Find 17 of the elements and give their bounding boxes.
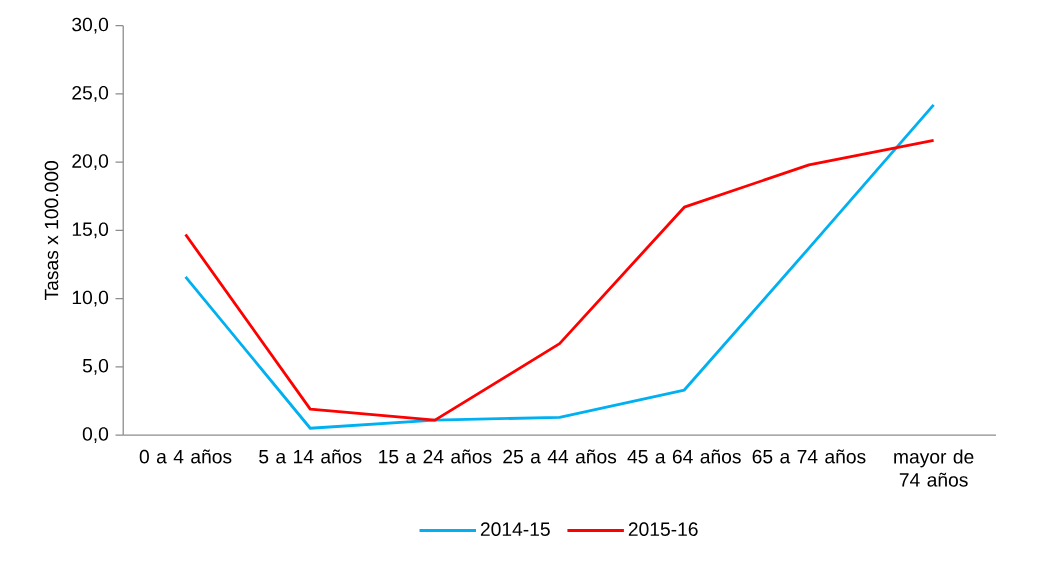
y-axis-title: Tasas x 100.000 — [44, 161, 59, 301]
x-tick-label: 65 a 74 años — [752, 449, 866, 464]
y-tick-label: 25,0 — [72, 86, 109, 102]
y-tick-label: 10,0 — [72, 290, 109, 307]
y-tick-label: 5,0 — [82, 359, 109, 375]
legend-label: 2015-16 — [628, 522, 698, 537]
legend-label: 2014-15 — [480, 522, 550, 537]
x-tick-label: 15 a 24 años — [379, 449, 492, 464]
y-tick-label: 30,0 — [72, 17, 109, 34]
y-tick-label: 0,0 — [82, 427, 109, 444]
x-tick-label: 5 a 14 años — [259, 449, 362, 464]
x-tick-label: 0 a 4 años — [139, 449, 232, 464]
y-tick-label: 15,0 — [72, 222, 109, 239]
x-tick-label: 25 a 44 años — [503, 449, 617, 464]
x-tick-label: 45 a 64 años — [627, 449, 741, 464]
x-tick-label: mayor de 74 años — [894, 449, 974, 487]
y-tick-label: 20,0 — [72, 154, 109, 171]
